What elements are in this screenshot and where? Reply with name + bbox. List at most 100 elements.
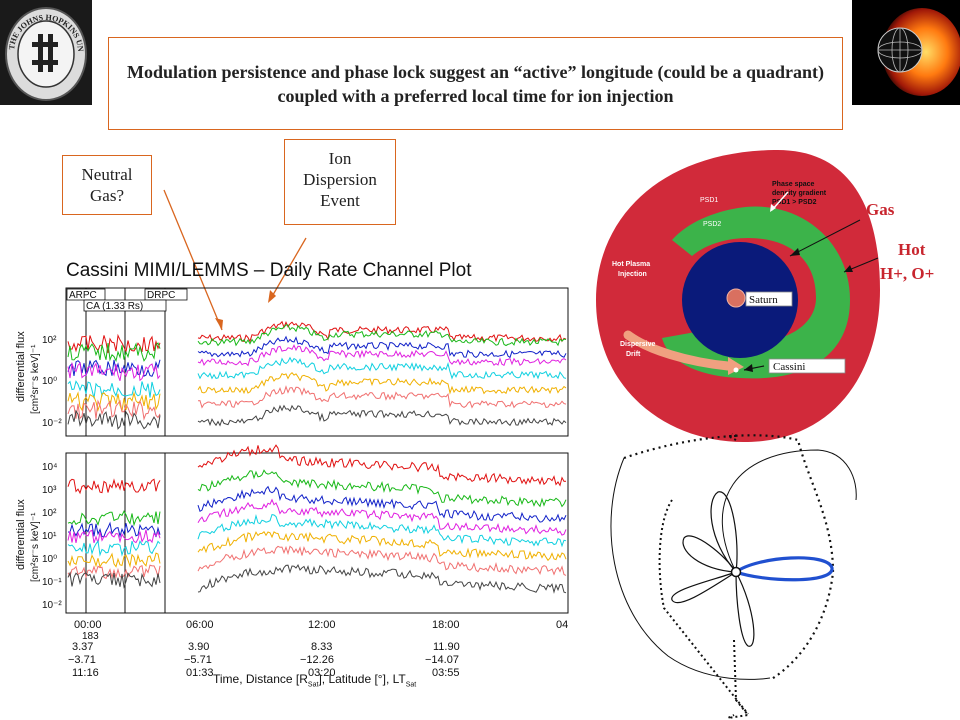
gas-arrow: [789, 219, 861, 257]
bottom-yunits: [cm²sr⁻s keV]⁻¹: [30, 512, 41, 582]
injection-label-1: Hot Plasma: [612, 261, 650, 268]
top-left-trace-3: [67, 359, 161, 377]
orbit-path-solid-2: [721, 449, 857, 577]
row1-col2: 3.90: [188, 641, 209, 653]
row3-col4: 03:55: [432, 667, 460, 679]
petal-2: [682, 535, 738, 573]
row3-col3: 03:20: [308, 667, 336, 679]
bottom-trace-7: [197, 545, 567, 576]
bottom-left-trace-2: [67, 510, 161, 527]
xtick-1200: 12:00: [308, 619, 336, 631]
bottom-panel-frame: [65, 452, 569, 614]
top-left-trace-8: [67, 409, 161, 430]
saturn-label: Saturn: [749, 294, 778, 306]
x-axis-label-end: ], Latitude [°], LT: [318, 672, 406, 686]
psd1-label: PSD1: [700, 197, 718, 204]
top-left-trace-2: [67, 342, 161, 363]
x-axis-label-sub2: Sat: [405, 681, 417, 689]
bottom-left-trace-4: [67, 529, 161, 544]
title-box: Modulation persistence and phase lock su…: [108, 37, 843, 130]
top-trace-1: [197, 320, 567, 343]
top-trace-4: [197, 344, 567, 367]
top-ylabel: differential flux: [15, 331, 27, 402]
cassini-label-box: [768, 358, 846, 374]
orbit-path-dotted-2: [727, 433, 739, 441]
row2-col1: −3.71: [68, 654, 96, 666]
top-left-trace-1: [67, 333, 161, 354]
ca-tag-box: [83, 299, 167, 312]
row2-col3: −12.26: [300, 654, 334, 666]
gas-arrowhead: [790, 248, 800, 256]
bottom-trace-3: [197, 485, 567, 523]
x-axis-label-main: Time, Distance [R: [213, 672, 308, 686]
bottom-ytick-4: 10¹: [42, 531, 57, 542]
plot-title: Cassini MIMI/LEMMS – Daily Rate Channel …: [66, 260, 472, 281]
gradient-note-1: Phase space: [772, 181, 815, 188]
highlighted-orbit-petal: [732, 556, 834, 582]
bottom-ytick-5: 10⁰: [42, 554, 57, 565]
bottom-left-trace-3: [67, 521, 161, 538]
orbit-center-planet: [730, 566, 742, 578]
drift-label-2: Drift: [626, 351, 641, 358]
orbit-path-solid-1: [610, 457, 771, 680]
top-ytick-2: 10⁰: [42, 376, 57, 387]
row2-col2: −5.71: [184, 654, 212, 666]
row3-col1: 11:16: [72, 667, 99, 679]
bottom-left-trace-7: [67, 564, 161, 580]
bottom-trace-8: [197, 564, 567, 594]
neutral-gas-callout: Neutral Gas?: [62, 155, 152, 215]
drpc-tag: DRPC: [147, 290, 175, 301]
neutral-arrow: [163, 189, 223, 331]
x-axis-label: Time, Distance [RSat], Latitude [°], LTS…: [213, 672, 416, 688]
top-trace-8: [197, 404, 567, 427]
bottom-trace-2: [197, 469, 567, 508]
saturn-icon: [726, 288, 746, 308]
x-axis-label-sub: Sat: [307, 681, 319, 689]
neutral-line-2: Gas?: [90, 186, 124, 205]
rate-channel-plot: ARPC DRPC CA (1.33 Rs) differential flux…: [15, 287, 569, 679]
ion-arrowhead: [268, 290, 276, 303]
neutral-arrowhead: [215, 318, 223, 330]
top-trace-3: [197, 335, 567, 359]
bottom-ylabel: differential flux: [15, 499, 27, 570]
hot-label-2: H+, O+: [880, 264, 935, 283]
row2-col4: −14.07: [425, 654, 459, 666]
row1-col3: 8.33: [311, 641, 332, 653]
ion-line-3: Event: [320, 191, 360, 210]
row3-col2: 01:33: [186, 667, 214, 679]
top-ytick-1: 10²: [42, 335, 57, 346]
gradient-arrowhead: [770, 204, 776, 212]
top-trace-7: [197, 385, 567, 409]
bottom-panel-traces: [67, 444, 567, 594]
row1-col4: 11.90: [433, 641, 460, 653]
bottom-left-trace-8: [67, 571, 161, 589]
doy-label: 183: [82, 631, 99, 642]
page-title: Modulation persistence and phase lock su…: [126, 61, 825, 106]
bottom-ytick-6: 10⁻¹: [42, 577, 62, 588]
bottom-ytick-2: 10³: [42, 485, 57, 496]
top-trace-2: [197, 324, 567, 347]
hot-arrowhead: [844, 265, 853, 272]
injection-label-2: Injection: [618, 271, 647, 278]
planet-image: [852, 0, 960, 105]
gradient-note-2: density gradient: [772, 190, 827, 197]
top-left-trace-6: [67, 391, 161, 412]
cassini-position: [733, 367, 739, 373]
ion-dispersion-callout: Ion Dispersion Event: [284, 139, 396, 225]
orbit-path-dotted-3: [727, 639, 750, 719]
drift-arrowhead: [728, 357, 744, 375]
orbit-path-dotted-4: [658, 499, 749, 715]
university-logo: THE JOHNS HOPKINS UNIVERSITY: [0, 0, 92, 105]
bottom-ytick-3: 10²: [42, 508, 57, 519]
ephemeris-rows: 3.37 3.90 8.33 11.90 −3.71 −5.71 −12.26 …: [68, 641, 460, 679]
top-trace-5: [197, 356, 567, 380]
petal-3: [671, 571, 737, 604]
bottom-trace-6: [197, 531, 567, 562]
bottom-left-trace-5: [67, 539, 161, 557]
petal-4: [735, 571, 755, 647]
cassini-label: Cassini: [773, 361, 805, 373]
bottom-trace-4: [197, 498, 567, 536]
magnetosphere-diagram: PSD1 PSD2 Hot Plasma Injection Dispersiv…: [596, 149, 880, 719]
saturn-label-box: [745, 291, 793, 307]
bottom-trace-5: [197, 513, 567, 548]
